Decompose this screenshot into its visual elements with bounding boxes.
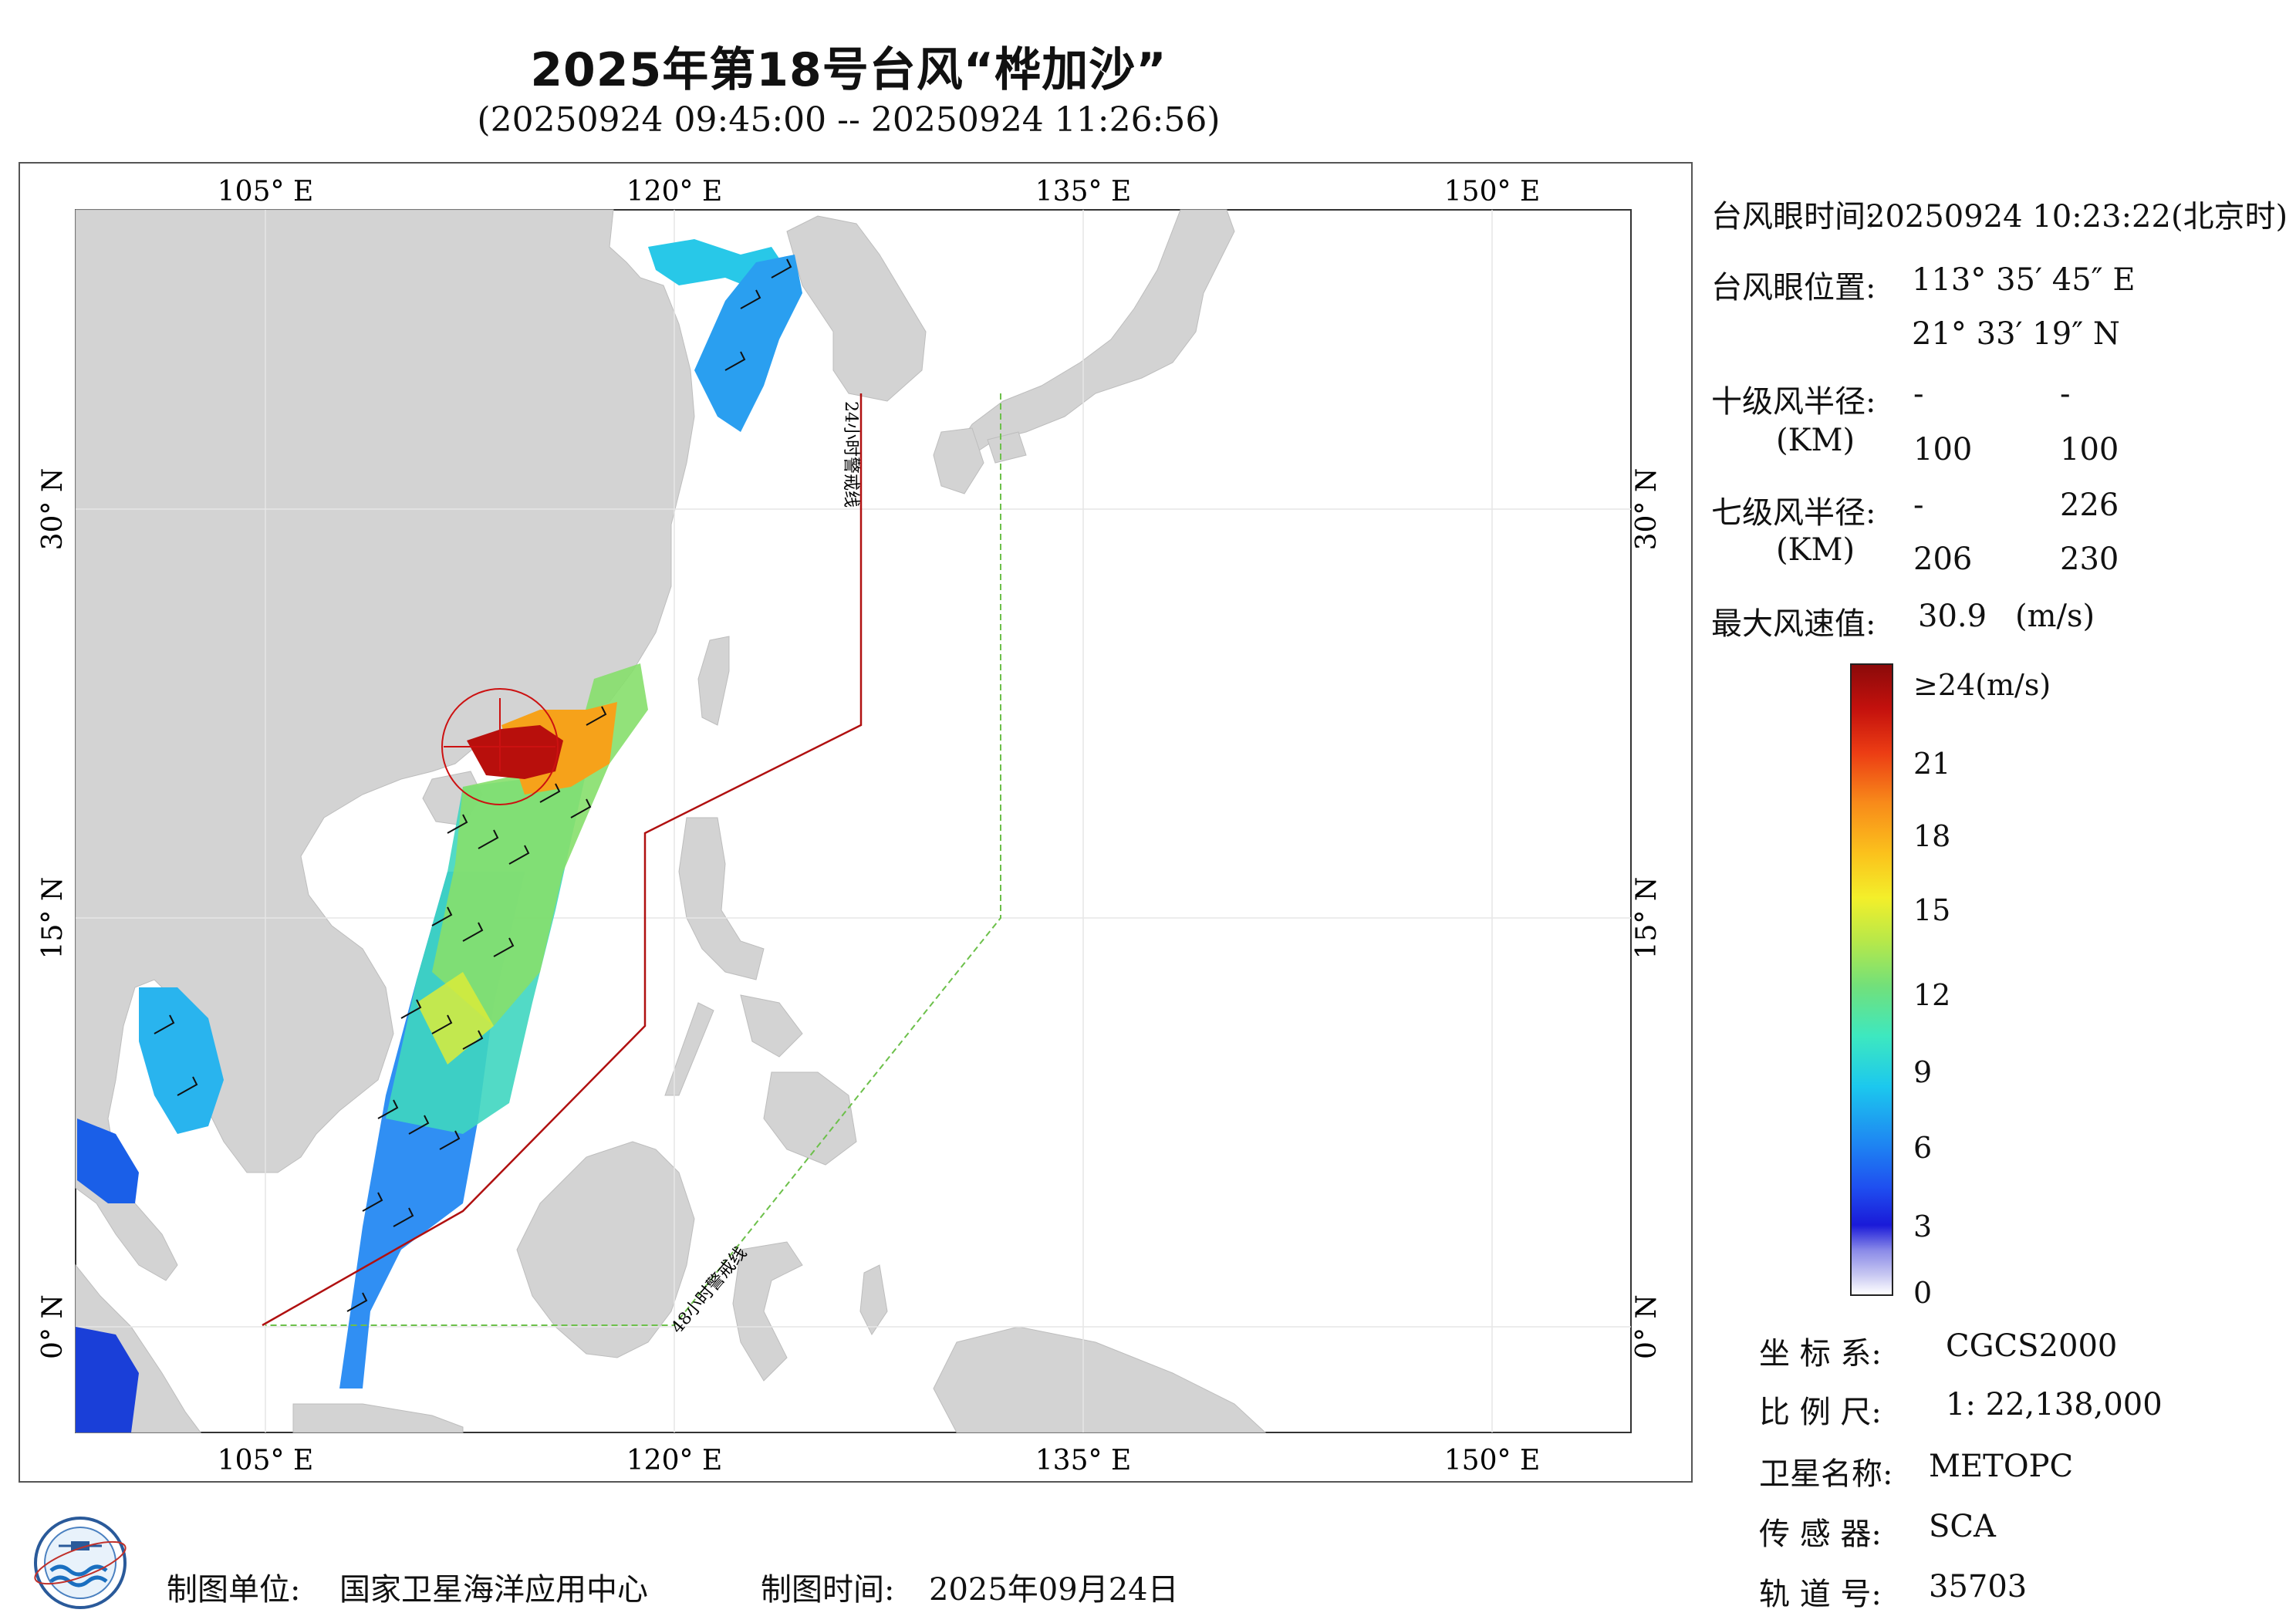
lat-tick-left-15: 15° N [37, 877, 69, 960]
swath-malacca [77, 1119, 139, 1203]
lat-tick-right-0: 0° N [1631, 1294, 1663, 1359]
lon-tick-bottom-105: 105° E [218, 1445, 313, 1476]
swath-yellow-patch [417, 972, 494, 1065]
r10-ne: - [1913, 376, 1924, 412]
producer-value: 国家卫星海洋应用中心 [339, 1572, 648, 1608]
r10-label: 十级风半径: [1711, 384, 1876, 420]
lon-tick-top-135: 135° E [1035, 176, 1131, 208]
colorbar-label-15: 15 [1913, 893, 1951, 927]
time-range-subtitle: (20250924 09:45:00 -- 20250924 11:26:56) [477, 100, 1221, 140]
r10-se: - [2060, 376, 2071, 412]
colorbar-label-18: 18 [1913, 819, 1951, 853]
sensor-value: SCA [1929, 1509, 1996, 1544]
land-mindanao [763, 1071, 857, 1166]
swath-karimata [76, 1327, 139, 1432]
eye-lat: 21° 33′ 19″ N [1912, 316, 2120, 352]
crs-label: 坐 标 系: [1759, 1336, 1882, 1372]
colorbar-label-6: 6 [1913, 1131, 1933, 1165]
lon-tick-top-120: 120° E [626, 176, 722, 208]
r7-unit: (KM) [1776, 532, 1855, 568]
r7-nw: 230 [2060, 542, 2119, 577]
land-japan-shikoku [987, 431, 1027, 464]
lon-tick-bottom-135: 135° E [1035, 1445, 1131, 1476]
max-wind-label: 最大风速值: [1711, 606, 1876, 642]
lon-tick-bottom-120: 120° E [626, 1445, 722, 1476]
colorbar-label-9: 9 [1913, 1055, 1933, 1089]
lat-tick-right-15: 15° N [1631, 877, 1663, 960]
r10-nw: 100 [2060, 432, 2119, 467]
colorbar-label-21: 21 [1913, 747, 1951, 781]
warning-line-24h [262, 393, 863, 1327]
lat-tick-left-30: 30° N [37, 468, 69, 551]
eye-position-label: 台风眼位置: [1711, 270, 1876, 305]
land-new-guinea [933, 1326, 1267, 1433]
swath-red-core [467, 725, 563, 779]
max-wind-unit: (m/s) [2015, 599, 2095, 634]
swath-north-yellow-sea [694, 255, 802, 432]
sensor-label: 传 感 器: [1759, 1517, 1882, 1552]
nsoas-logo-icon [34, 1517, 127, 1609]
r7-ne: - [1913, 488, 1924, 523]
eye-time-value: 20250924 10:23:22(北京时) [1866, 199, 2288, 235]
land-korea [786, 215, 927, 402]
producer-label: 制图单位: [167, 1572, 301, 1608]
lat-ticks-left: 30° N 15° N 0° N [37, 468, 69, 1359]
land-luzon [678, 817, 765, 980]
lat-tick-left-0: 0° N [37, 1294, 69, 1359]
r7-label: 七级风半径: [1711, 495, 1876, 531]
land-palawan [664, 1002, 714, 1096]
land-sulawesi [732, 1241, 803, 1382]
land-visayas [740, 994, 803, 1058]
warning-line-24h-label: 24小时警戒线 [841, 401, 860, 508]
crs-value: CGCS2000 [1946, 1328, 2118, 1364]
eye-lon: 113° 35′ 45″ E [1912, 262, 2136, 298]
warning-line-48h [265, 393, 1001, 1326]
orbit-label: 轨 道 号: [1759, 1577, 1882, 1612]
lon-tick-top-105: 105° E [218, 176, 313, 208]
lon-tick-top-150: 150° E [1444, 176, 1540, 208]
land-taiwan [697, 636, 730, 726]
wind-swath [76, 239, 802, 1432]
land-japan-kyushu [933, 427, 984, 494]
date-value: 2025年09月24日 [929, 1572, 1179, 1608]
colorbar-label-24: ≥24(m/s) [1913, 668, 2051, 702]
lat-tick-right-30: 30° N [1631, 468, 1663, 551]
lat-ticks-right: 30° N 15° N 0° N [1631, 468, 1663, 1359]
swath-gulf-thailand [139, 987, 224, 1134]
r10-unit: (KM) [1776, 423, 1855, 458]
max-wind-value: 30.9 [1918, 599, 1987, 634]
colorbar-label-3: 3 [1913, 1210, 1933, 1243]
colorbar-label-12: 12 [1913, 978, 1951, 1012]
scale-value: 1: 22,138,000 [1946, 1387, 2163, 1422]
map-title: 2025年第18号台风“桦加沙” [530, 43, 1167, 97]
land-borneo [516, 1141, 695, 1358]
eye-time-label: 台风眼时间: [1711, 199, 1876, 235]
satellite-value: METOPC [1929, 1449, 2074, 1484]
r10-sw: 100 [1913, 432, 1973, 467]
land-maluku [859, 1264, 888, 1335]
wind-barbs [154, 258, 792, 1312]
scale-label: 比 例 尺: [1759, 1395, 1882, 1430]
lon-tick-bottom-150: 150° E [1444, 1445, 1540, 1476]
wind-speed-colorbar [1850, 663, 1893, 1296]
orbit-value: 35703 [1929, 1569, 2028, 1604]
lon-ticks-bottom: 105° E 120° E 135° E 150° E [218, 1445, 1540, 1476]
satellite-label: 卫星名称: [1759, 1456, 1893, 1492]
graticule [76, 210, 1631, 1432]
land-java [292, 1403, 464, 1433]
map-frame [19, 162, 1693, 1483]
typhoon-radius-circles [441, 688, 559, 805]
r7-sw: 206 [1913, 542, 1973, 577]
r7-se: 226 [2060, 488, 2119, 523]
lon-ticks-top: 105° E 120° E 135° E 150° E [218, 176, 1540, 208]
date-label: 制图时间: [761, 1572, 895, 1608]
colorbar-label-0: 0 [1913, 1276, 1933, 1310]
